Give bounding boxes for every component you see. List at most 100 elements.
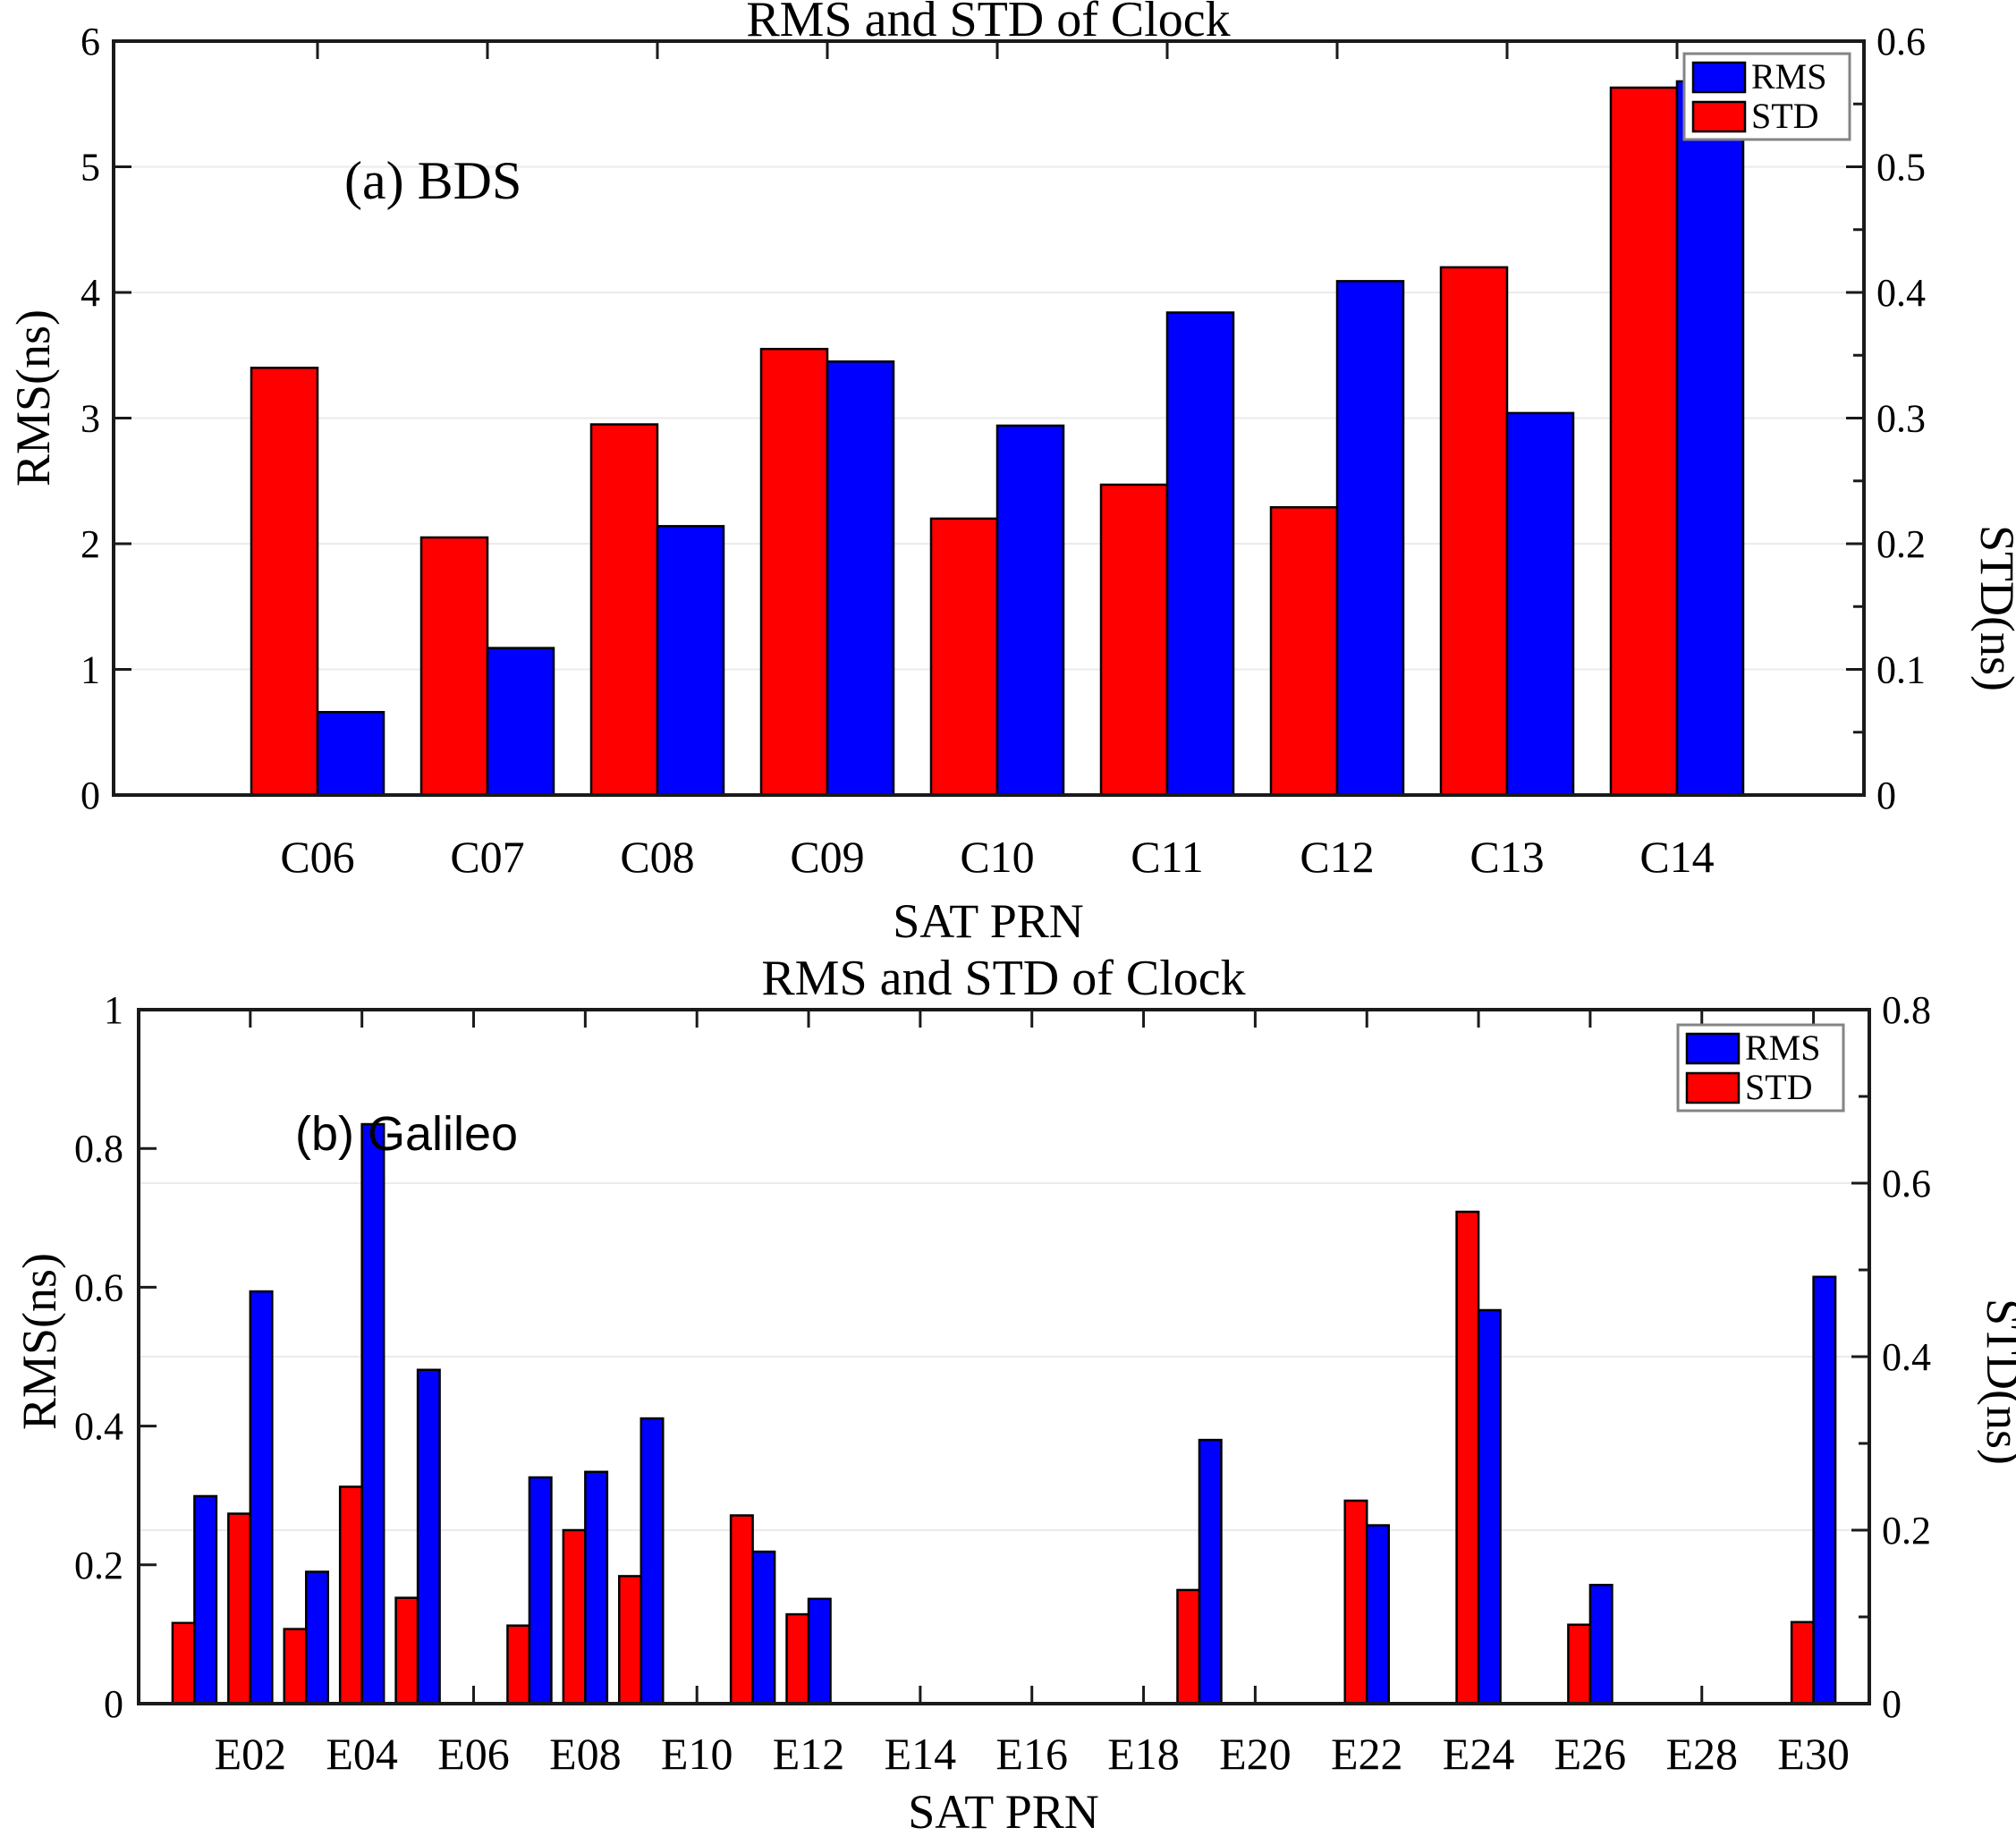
bar-std-E11 <box>729 1514 754 1705</box>
bar-std-E09 <box>618 1575 643 1705</box>
bar-rms-C14 <box>1675 80 1745 797</box>
chart-bds: 0 1 2 3 4 5 6 0 0.1 0.2 0.3 0.4 0.5 0.6 C06 C07 C08 C09 C1… <box>6 0 2016 948</box>
bar-std-E04 <box>338 1485 363 1705</box>
left-y-tick-label: 0.6 <box>74 1265 123 1309</box>
bds-legend-std-swatch <box>1691 100 1747 133</box>
bar-rms-E11 <box>751 1550 776 1705</box>
galileo-ylabel-right: STD(ns) <box>1977 1299 2016 1465</box>
bar-std-C12 <box>1269 506 1339 797</box>
bar-std-C11 <box>1099 483 1169 797</box>
bar-std-E24 <box>1455 1210 1480 1705</box>
bar-rms-E02 <box>249 1290 274 1705</box>
x-tick-label: C11 <box>1131 832 1204 882</box>
bar-rms-E07 <box>528 1476 553 1705</box>
right-y-tick-label: 0.4 <box>1882 1335 1931 1379</box>
left-y-tick-label: 0.8 <box>74 1127 123 1171</box>
x-tick-label: E08 <box>549 1729 622 1779</box>
bar-rms-E01 <box>193 1494 218 1705</box>
galileo-xlabel: SAT PRN <box>908 1785 1099 1836</box>
left-y-tick-label: 6 <box>80 20 100 63</box>
bar-rms-E08 <box>584 1470 609 1705</box>
bar-rms-E22 <box>1365 1524 1390 1705</box>
bar-rms-C11 <box>1165 311 1235 797</box>
right-y-tick-label: 0.5 <box>1876 146 1926 190</box>
bar-std-E01 <box>171 1621 196 1705</box>
bar-std-E22 <box>1343 1499 1368 1705</box>
bar-std-C07 <box>419 536 489 797</box>
bar-rms-E24 <box>1477 1308 1502 1705</box>
x-tick-label: C14 <box>1639 832 1714 882</box>
right-y-tick-label: 0.6 <box>1876 20 1926 63</box>
right-y-tick-label: 0.1 <box>1876 648 1926 692</box>
right-y-tick-label: 0.8 <box>1882 988 1931 1032</box>
bar-rms-C07 <box>486 647 555 797</box>
bar-std-E30 <box>1790 1620 1815 1705</box>
galileo-ylabel-left: RMS(ns) <box>13 1253 66 1430</box>
x-tick-label: C10 <box>960 832 1034 882</box>
left-y-tick-label: 0.2 <box>74 1544 123 1587</box>
bds-title: RMS and STD of Clock <box>746 0 1230 47</box>
galileo-axis-box <box>137 1008 1871 1705</box>
bar-rms-C09 <box>826 360 895 797</box>
bar-rms-C08 <box>656 525 725 797</box>
bar-std-E03 <box>283 1628 308 1705</box>
right-y-tick-label: 0 <box>1882 1682 1902 1726</box>
bar-rms-E12 <box>807 1597 832 1705</box>
galileo-legend-rms-label: RMS <box>1745 1028 1821 1068</box>
bar-std-E07 <box>506 1624 531 1705</box>
left-y-tick-label: 4 <box>80 271 100 315</box>
bar-rms-C12 <box>1335 280 1405 797</box>
left-y-tick-label: 0 <box>104 1682 123 1726</box>
right-y-tick-label: 0.4 <box>1876 271 1926 315</box>
x-tick-label: E22 <box>1331 1729 1403 1779</box>
right-y-tick-label: 0.2 <box>1876 522 1926 566</box>
bds-legend-rms-swatch <box>1691 61 1747 94</box>
left-y-tick-label: 1 <box>80 648 100 692</box>
x-tick-label: C13 <box>1470 832 1544 882</box>
bar-rms-E19 <box>1198 1438 1223 1705</box>
galileo-panel-label: (b) Galileo <box>295 1107 518 1161</box>
right-y-tick-label: 0.3 <box>1876 397 1926 441</box>
right-y-tick-label: 0.2 <box>1882 1509 1931 1553</box>
bar-std-C09 <box>759 347 829 797</box>
x-tick-label: E12 <box>773 1729 845 1779</box>
x-tick-label: E14 <box>885 1729 957 1779</box>
bar-std-E19 <box>1176 1588 1201 1705</box>
left-y-tick-label: 5 <box>80 146 100 190</box>
x-tick-label: E26 <box>1554 1729 1627 1779</box>
bar-std-C13 <box>1439 266 1509 797</box>
bar-std-E02 <box>227 1512 252 1705</box>
x-tick-label: E16 <box>995 1729 1068 1779</box>
bar-std-C08 <box>589 423 659 797</box>
bar-rms-E05 <box>416 1368 441 1705</box>
bds-legend: RMS STD <box>1682 52 1851 141</box>
bar-std-E08 <box>562 1528 587 1705</box>
bar-std-C14 <box>1609 86 1679 797</box>
galileo-legend-std-swatch <box>1685 1071 1741 1104</box>
x-tick-label: E06 <box>437 1729 510 1779</box>
right-y-tick-label: 0 <box>1876 774 1896 817</box>
x-tick-label: E02 <box>215 1729 287 1779</box>
x-tick-label: C08 <box>620 832 694 882</box>
x-tick-label: E10 <box>661 1729 733 1779</box>
galileo-legend: RMS STD <box>1676 1023 1845 1113</box>
bds-axis-box <box>112 39 1866 797</box>
x-tick-label: E04 <box>326 1729 398 1779</box>
bar-rms-E04 <box>360 1122 385 1705</box>
x-tick-label: C09 <box>790 832 864 882</box>
left-y-tick-label: 0 <box>80 774 100 817</box>
left-y-tick-label: 1 <box>104 988 123 1032</box>
bds-legend-std-label: STD <box>1751 96 1819 136</box>
left-y-tick-label: 2 <box>80 522 100 566</box>
bds-panel-label: (a) BDS <box>344 151 521 210</box>
chart-galileo: 0 0.2 0.4 0.6 0.8 1 0 0.2 0.4 0.6 0.8 E02 E04 E06 E08 E… <box>13 951 2016 1836</box>
bar-rms-C10 <box>995 424 1065 797</box>
bar-rms-E03 <box>305 1570 330 1705</box>
x-tick-label: E30 <box>1777 1729 1850 1779</box>
bar-rms-E26 <box>1588 1584 1614 1705</box>
bar-std-C10 <box>929 517 999 797</box>
bar-rms-C13 <box>1505 411 1575 797</box>
bar-rms-E09 <box>640 1417 665 1705</box>
